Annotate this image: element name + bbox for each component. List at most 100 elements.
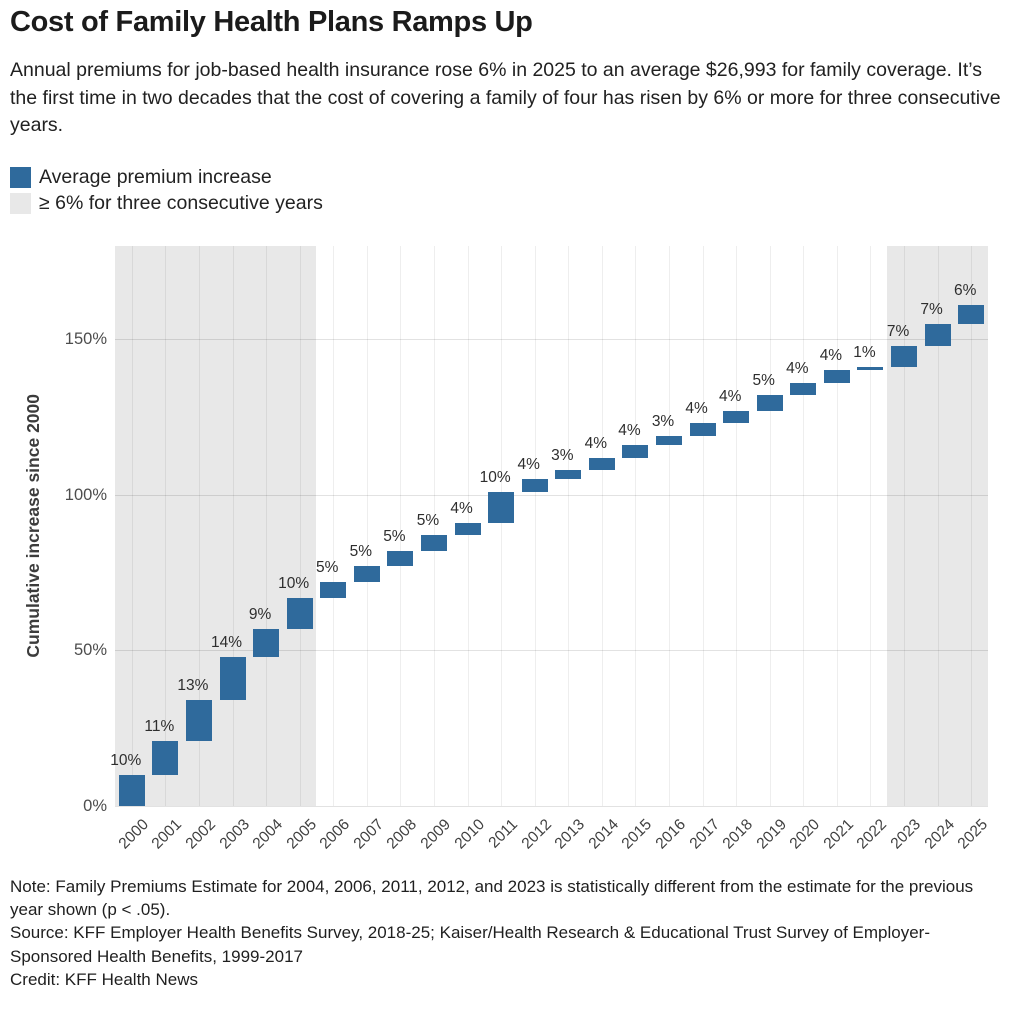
gridline-v-2005 — [299, 246, 301, 806]
gridline-v-2004 — [266, 246, 268, 806]
y-tick-label-150: 150% — [64, 330, 107, 349]
gridline-v-2025 — [971, 246, 973, 806]
source-note: Source: KFF Employer Health Benefits Sur… — [10, 923, 930, 966]
gridline-v-2006 — [333, 246, 335, 806]
bar-value-label-2001: 11% — [144, 717, 175, 735]
bar-2013 — [555, 470, 582, 480]
footnote: Note: Family Premiums Estimate for 2004,… — [10, 877, 974, 920]
gridline-v-2018 — [736, 246, 738, 806]
bar-value-label-2010: 4% — [450, 499, 473, 517]
x-tick-label-2001: 2001 — [148, 816, 186, 853]
footer-notes: Note: Family Premiums Estimate for 2004,… — [10, 875, 1002, 991]
gridline-v-2015 — [635, 246, 637, 806]
x-tick-label-2006: 2006 — [316, 816, 354, 853]
bar-value-label-2007: 5% — [349, 543, 373, 561]
gridline-v-2008 — [400, 246, 402, 806]
gridline-v-2011 — [501, 246, 503, 806]
gridline-v-2020 — [803, 246, 805, 806]
chart-subtitle: Annual premiums for job-based health ins… — [10, 59, 1001, 136]
legend-label: Average premium increase — [39, 166, 272, 189]
gridline-v-2022 — [870, 246, 872, 806]
gridline-h-150 — [115, 339, 988, 341]
bar-2000 — [118, 774, 145, 806]
x-tick-label-2012: 2012 — [518, 816, 555, 853]
bar-2004 — [253, 628, 280, 657]
gridline-v-2019 — [769, 246, 771, 806]
y-tick-label-100: 100% — [64, 485, 107, 504]
x-tick-label-2018: 2018 — [719, 816, 757, 853]
shaded-region-2000-2005 — [115, 246, 317, 806]
x-tick-label-2024: 2024 — [921, 816, 958, 853]
x-tick-label-2022: 2022 — [854, 816, 891, 853]
bar-value-label-2019: 5% — [752, 372, 775, 390]
bar-2005 — [286, 597, 313, 629]
gridline-v-2000 — [131, 246, 133, 806]
credit-note: Credit: KFF Health News — [10, 969, 198, 989]
gridline-v-2024 — [937, 246, 939, 806]
bar-value-label-2004: 9% — [248, 605, 272, 623]
gridline-v-2007 — [366, 246, 368, 806]
bar-2006 — [320, 582, 347, 598]
x-tick-label-2023: 2023 — [887, 816, 925, 853]
bar-value-label-2012: 4% — [517, 456, 540, 474]
x-tick-label-2000: 2000 — [115, 816, 152, 853]
bar-2008 — [387, 550, 414, 567]
legend-item-average-premium-increase: Average premium increase — [10, 165, 323, 191]
bar-2014 — [588, 457, 615, 470]
x-tick-label-2019: 2019 — [753, 816, 790, 853]
gridline-v-2001 — [165, 246, 167, 806]
legend-label: ≥ 6% for three consecutive years — [39, 191, 323, 214]
bar-2020 — [790, 382, 817, 396]
gridline-v-2016 — [669, 246, 671, 806]
x-tick-label-2007: 2007 — [350, 816, 387, 853]
bar-value-label-2013: 3% — [551, 447, 574, 464]
bar-value-label-2017: 4% — [685, 400, 708, 418]
bar-2022 — [857, 367, 884, 371]
bar-value-label-2008: 5% — [383, 527, 406, 545]
gridline-v-2014 — [601, 246, 603, 806]
x-tick-label-2003: 2003 — [216, 816, 253, 853]
bar-value-label-2003: 14% — [211, 633, 243, 651]
gridline-h-100 — [115, 494, 988, 496]
page-title: Cost of Family Health Plans Ramps Up — [10, 6, 533, 38]
x-tick-label-2005: 2005 — [283, 816, 320, 853]
plot-area: 0% 50% 100% 150% 10% 11% 13% 14% 9% 10% 5% 5% 5% 5% 4%… — [65, 246, 991, 852]
bar-2001 — [152, 740, 179, 775]
bar-value-label-2022: 1% — [853, 344, 876, 362]
y-tick-label-0: 0% — [83, 797, 107, 815]
x-tick-label-2004: 2004 — [249, 816, 287, 853]
bar-value-label-2011: 10% — [479, 468, 511, 486]
bar-2003 — [219, 656, 246, 701]
bar-2024 — [924, 323, 951, 346]
bar-2012 — [521, 479, 548, 492]
gridline-h-50 — [115, 650, 988, 652]
bar-2011 — [488, 491, 515, 523]
x-tick-label-2014: 2014 — [585, 816, 622, 853]
bar-value-label-2020: 4% — [786, 359, 809, 377]
gridline-v-2012 — [534, 246, 536, 806]
gridline-v-2013 — [568, 246, 570, 806]
bar-2021 — [823, 370, 850, 383]
bar-value-label-2014: 4% — [584, 434, 608, 452]
gridline-v-2017 — [702, 246, 704, 806]
bar-value-label-2018: 4% — [718, 387, 742, 405]
bar-value-label-2015: 4% — [618, 422, 641, 440]
bar-2009 — [420, 535, 447, 551]
x-tick-label-2015: 2015 — [619, 816, 656, 853]
bar-2017 — [689, 423, 716, 436]
x-tick-label-2011: 2011 — [485, 816, 522, 852]
bar-value-label-2016: 3% — [651, 412, 675, 430]
bar-value-label-2002: 13% — [177, 677, 209, 695]
bar-value-label-2025: 6% — [954, 282, 977, 300]
bar-2016 — [656, 435, 683, 446]
gray-square-icon — [10, 192, 31, 214]
x-tick-label-2002: 2002 — [182, 816, 219, 853]
gridline-v-2021 — [836, 246, 838, 806]
gridline-v-2023 — [904, 246, 906, 806]
gridline-v-2002 — [198, 246, 200, 806]
bar-value-label-2009: 5% — [416, 512, 440, 530]
bar-value-label-2000: 10% — [110, 751, 142, 769]
x-tick-label-2017: 2017 — [686, 816, 723, 853]
blue-square-icon — [10, 167, 31, 189]
bar-value-label-2006: 5% — [316, 559, 339, 576]
